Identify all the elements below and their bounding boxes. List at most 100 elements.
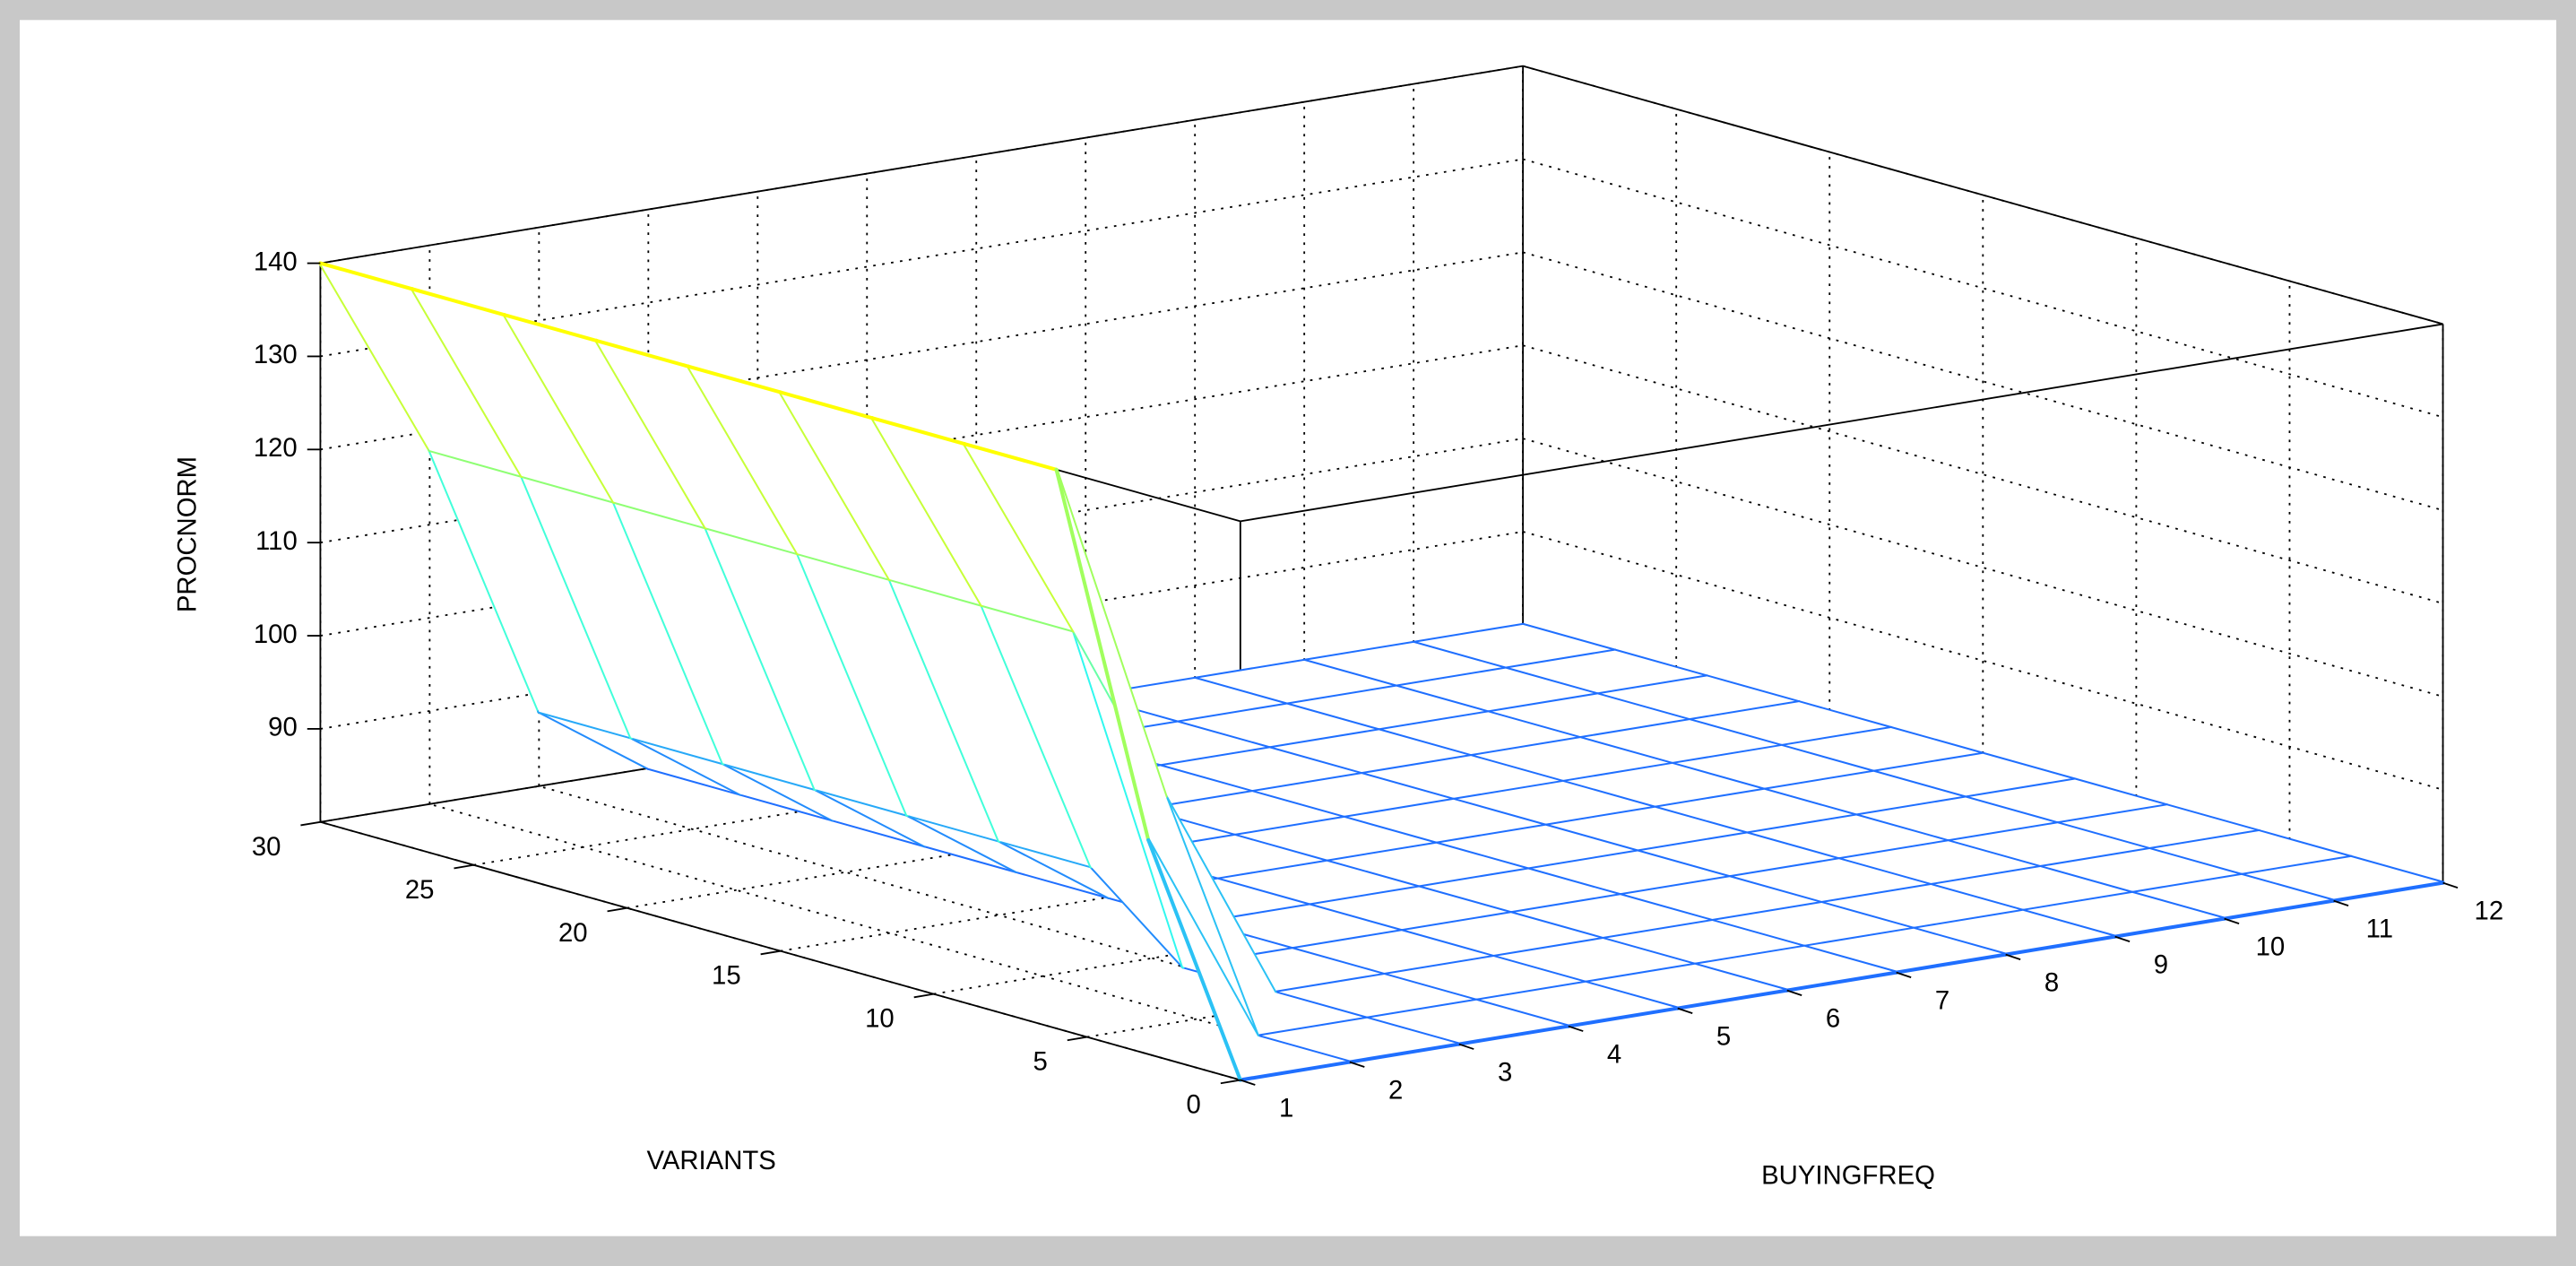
y-tick-mark (607, 906, 627, 913)
y-tick-label: 0 (1187, 1090, 1201, 1120)
y-tick-mark (300, 820, 321, 827)
mesh-face (504, 315, 706, 528)
mesh-edge (2113, 916, 2226, 939)
mesh-edge (1636, 849, 1732, 880)
mesh-edge (1146, 837, 1242, 1082)
mesh-face (815, 789, 1016, 871)
mesh-edge (1238, 1060, 1352, 1082)
mesh-edge (2331, 880, 2445, 903)
mesh-face (539, 711, 740, 794)
mesh-edge (1854, 795, 1968, 818)
grid-line (1522, 158, 2443, 419)
mesh-edge (1508, 911, 1605, 941)
y-tick-mark (913, 993, 934, 999)
grid-line (539, 785, 1460, 1045)
mesh-edge (594, 338, 691, 369)
y-tick-label: 25 (405, 875, 435, 905)
y-tick-mark (454, 863, 474, 870)
x-tick-mark (1240, 1079, 1256, 1086)
grid-line (1522, 438, 2443, 698)
mesh-edge (1675, 988, 1789, 1010)
mesh-face (981, 604, 1183, 967)
mesh-edge (1434, 841, 1531, 871)
mesh-face (522, 475, 723, 764)
x-tick-label: 7 (1935, 985, 1949, 1015)
mesh-edge (1412, 622, 1526, 645)
mesh-edge (686, 364, 782, 395)
mesh-edge (2222, 898, 2336, 921)
mesh-edge (428, 448, 541, 714)
y-tick-label: 10 (865, 1004, 895, 1034)
x-tick-label: 1 (1279, 1093, 1293, 1123)
mesh-edge (2130, 890, 2226, 921)
mesh-edge (318, 261, 415, 291)
mesh-edge (962, 442, 1059, 472)
z-tick-label: 90 (268, 713, 298, 742)
y-tick-mark (1220, 1079, 1240, 1085)
axis-box-edge (320, 65, 1524, 264)
mesh-edge (2239, 872, 2336, 903)
mesh-edge (411, 287, 506, 317)
z-tick-label: 120 (254, 433, 298, 463)
mesh-face (889, 578, 1092, 867)
z-tick-label: 100 (254, 620, 298, 649)
mesh-face (1073, 630, 1275, 993)
x-tick-mark (2224, 917, 2240, 924)
mesh-edge (1802, 944, 1898, 975)
grid-line (1522, 251, 2443, 512)
mesh-edge (1158, 746, 1272, 768)
mesh-edge (502, 313, 599, 343)
mesh-edge (1894, 952, 2008, 975)
mesh-face (872, 418, 1074, 631)
x-tick-mark (1896, 971, 1912, 978)
mesh-edge (1273, 972, 1387, 995)
axis-box-edge (1240, 323, 2443, 523)
mesh-face (780, 392, 982, 605)
x-tick-label: 10 (2256, 932, 2286, 961)
x-tick-mark (2442, 881, 2459, 889)
mesh-face (429, 450, 632, 738)
mesh-edge (2072, 777, 2169, 808)
mesh-edge (1267, 728, 1381, 750)
mesh-edge (520, 473, 634, 740)
x-tick-label: 4 (1607, 1039, 1621, 1069)
x-tick-mark (1349, 1061, 1365, 1068)
x-tick-label: 9 (2154, 950, 2168, 979)
y-tick-mark (760, 950, 781, 956)
grid-line (1522, 344, 2443, 604)
mesh-edge (1503, 666, 1600, 697)
mesh-face (797, 553, 999, 841)
x-tick-label: 2 (1388, 1075, 1403, 1105)
y-tick-label: 20 (558, 918, 588, 948)
mesh-edge (1929, 865, 2043, 888)
mesh-edge (1417, 885, 1513, 915)
axis-box-edge (1522, 65, 2443, 325)
x-tick-mark (1786, 989, 1802, 996)
mesh-edge (922, 844, 1018, 873)
mesh-edge (1175, 702, 1289, 724)
mesh-edge (1325, 841, 1439, 863)
mesh-edge (594, 338, 708, 530)
x-tick-label: 11 (2366, 914, 2393, 943)
y-tick-label: 5 (1033, 1047, 1047, 1077)
mesh-edge (1158, 764, 1255, 794)
mesh-face (705, 527, 907, 815)
mesh-edge (1284, 684, 1398, 707)
mesh-edge (1365, 1016, 1461, 1046)
mesh-edge (1347, 1042, 1461, 1064)
x-tick-label: 8 (2044, 967, 2059, 997)
grid-line (1522, 531, 2443, 791)
x-tick-label: 12 (2475, 896, 2504, 925)
mesh-face (631, 737, 833, 820)
x-tick-mark (2333, 899, 2349, 906)
mesh-edge (870, 416, 966, 447)
x-tick-mark (1677, 1007, 1693, 1014)
x-tick-mark (2005, 953, 2021, 960)
y-axis-label: VARIANTS (646, 1146, 775, 1175)
mesh-face (1165, 796, 1368, 1036)
mesh-face (1148, 839, 1350, 1080)
x-axis-label: BUYINGFREQ (1761, 1160, 1935, 1190)
y-tick-mark (1067, 1036, 1087, 1042)
mesh-edge (611, 499, 725, 766)
